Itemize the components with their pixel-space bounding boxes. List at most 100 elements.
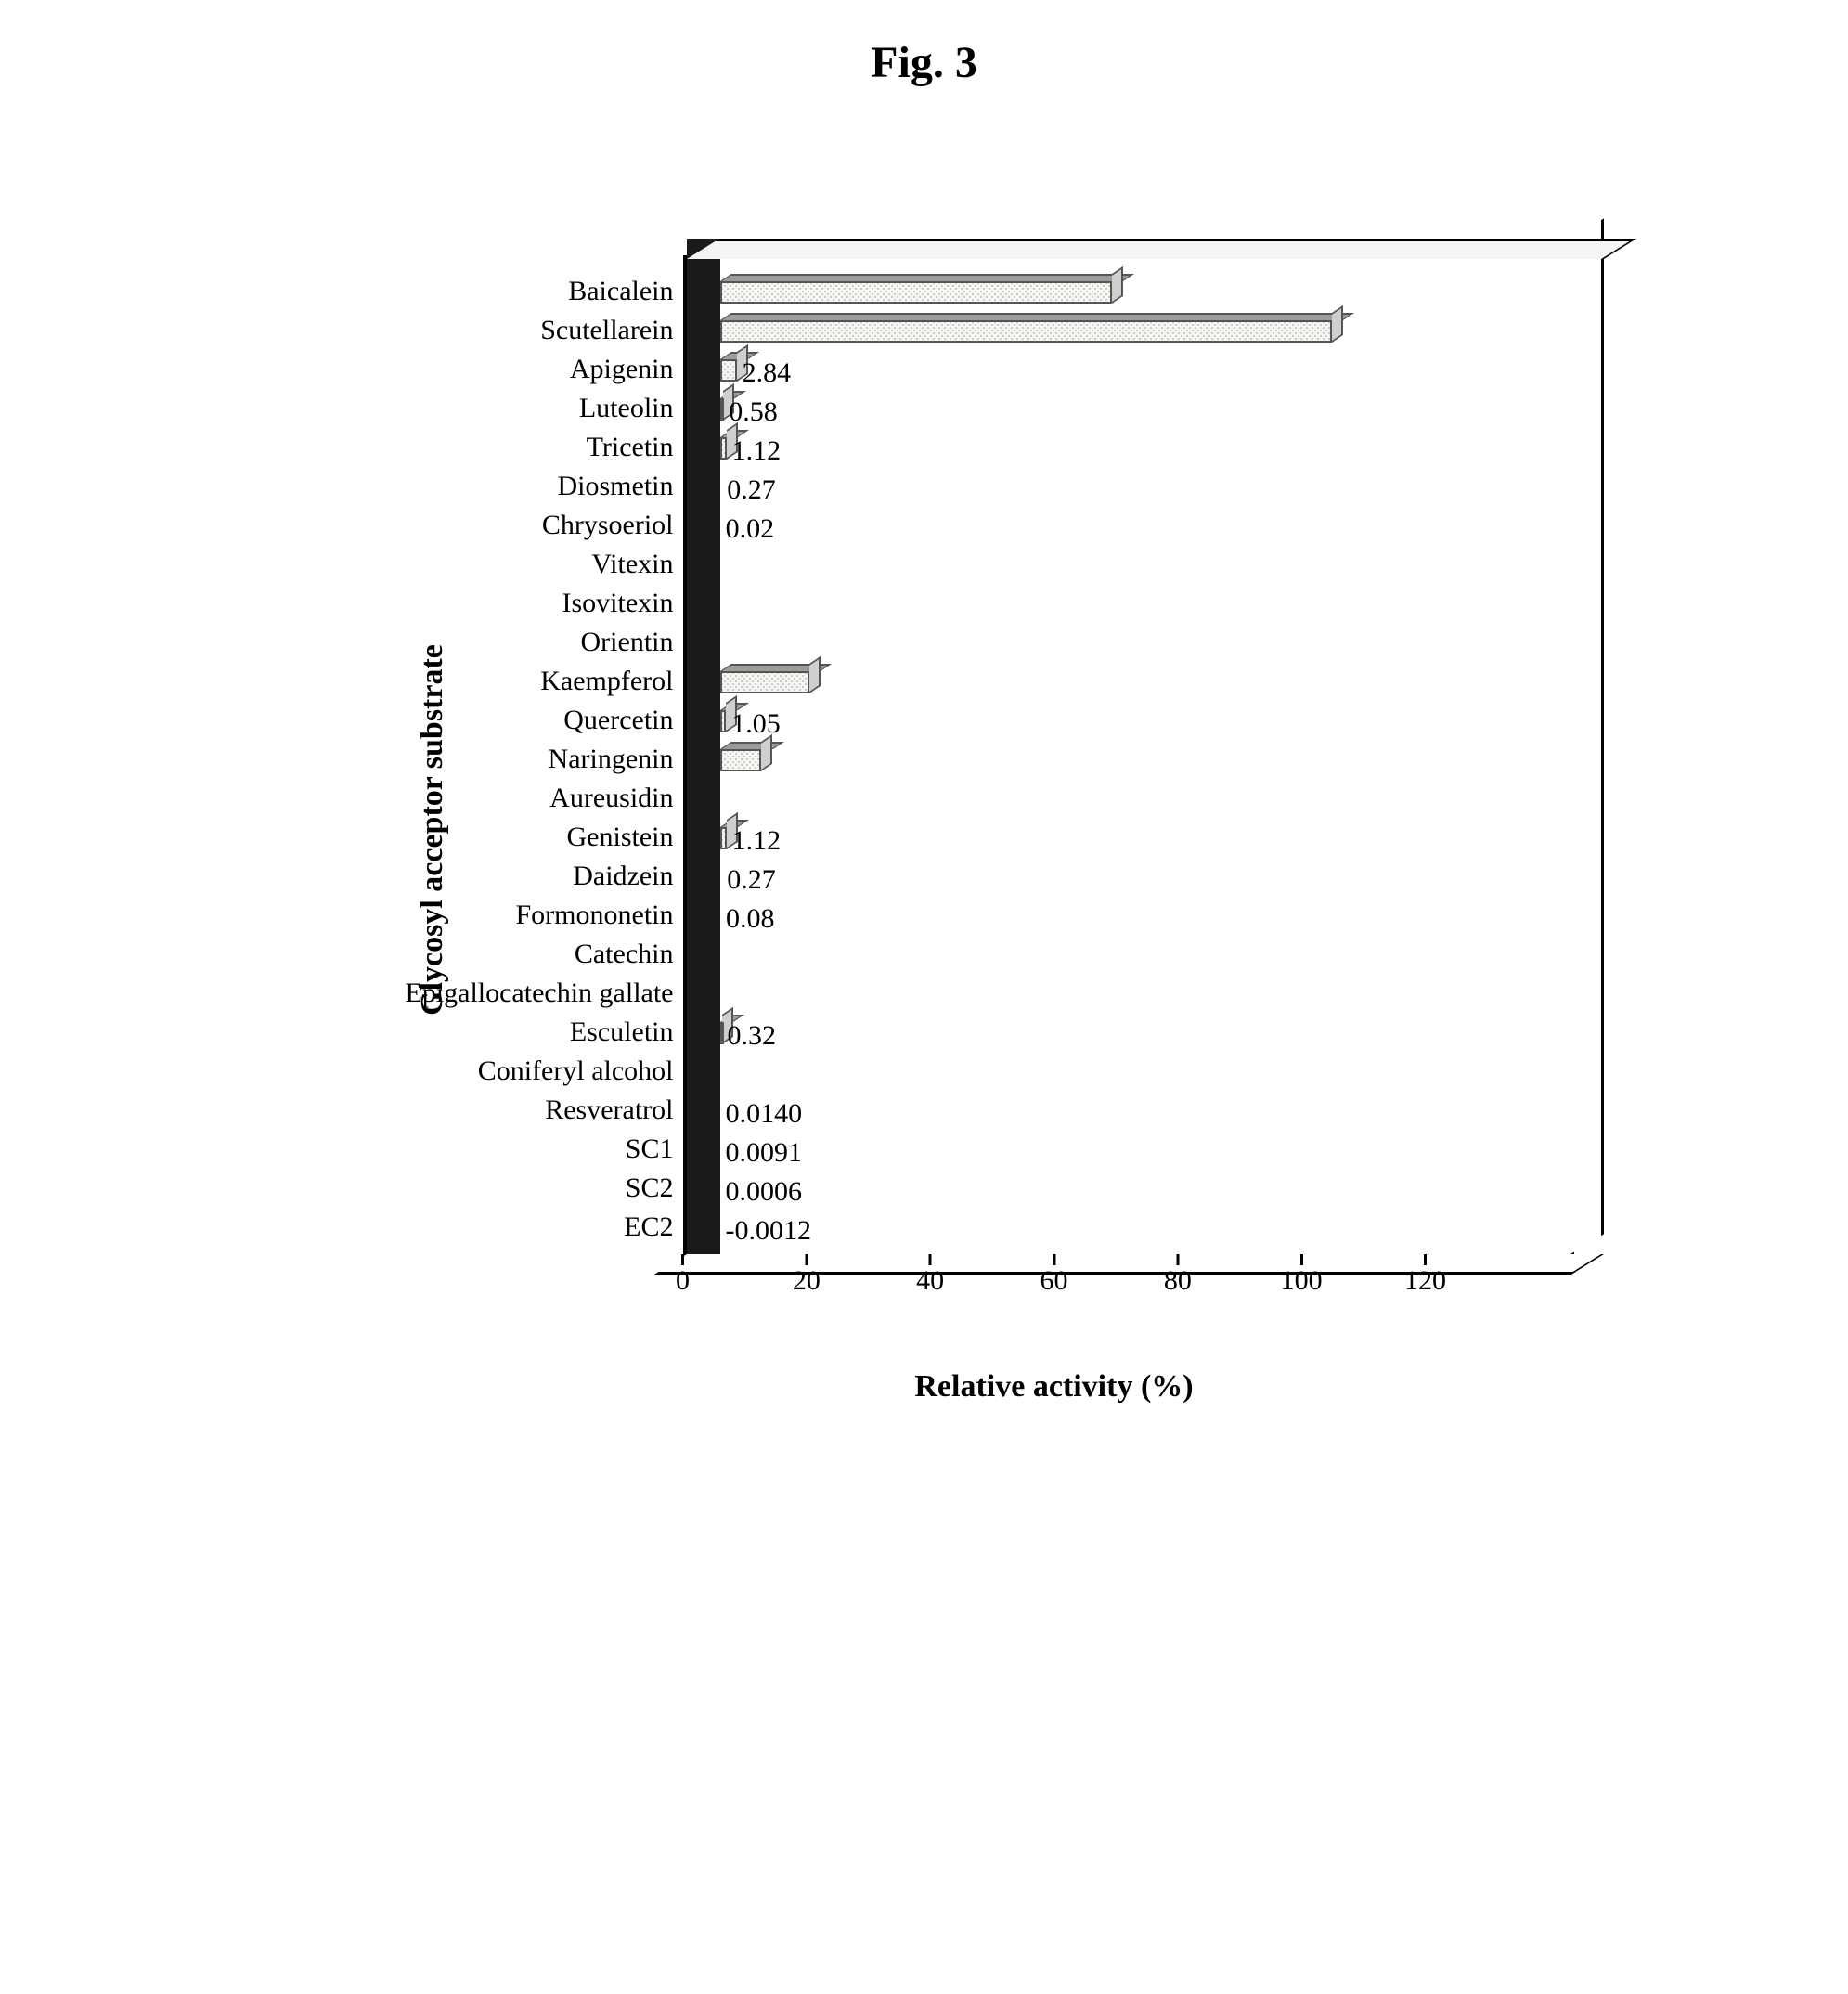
panel-side — [1570, 218, 1604, 1254]
category-label: EC2 — [275, 1208, 674, 1247]
bar-value-label: 0.02 — [726, 510, 775, 549]
bar-face-front — [720, 671, 809, 693]
bar-face-top — [720, 274, 1134, 281]
bar-face-side — [1112, 266, 1123, 304]
bar-value-label: 0.27 — [727, 861, 776, 900]
bar-value-label: 0.0140 — [726, 1094, 803, 1133]
x-tick: 120 — [1404, 1265, 1446, 1297]
x-tick-mark — [1424, 1254, 1427, 1265]
category-label: Esculetin — [275, 1013, 674, 1052]
bars-container: 2.840.581.120.270.021.051.120.270.080.32… — [687, 259, 1570, 1254]
category-label: Formononetin — [275, 896, 674, 935]
category-label: Scutellarein — [275, 311, 674, 350]
bar-row — [687, 939, 1570, 978]
x-tick-label: 40 — [916, 1265, 944, 1297]
bar-row: 1.12 — [687, 432, 1570, 471]
x-tick-label: 100 — [1281, 1265, 1323, 1297]
bar-row: -0.0012 — [687, 1211, 1570, 1250]
bar-face-front — [720, 398, 724, 421]
bar-face-front — [720, 749, 762, 771]
category-label: Diosmetin — [275, 467, 674, 506]
bar-face-front — [720, 281, 1112, 304]
bar — [720, 320, 1332, 343]
category-label: Isovitexin — [275, 584, 674, 623]
bar-face-side — [1332, 305, 1343, 343]
bar-face-front — [720, 1022, 724, 1044]
category-label: Luteolin — [275, 389, 674, 428]
bar-face-front — [720, 359, 737, 382]
x-tick: 100 — [1281, 1265, 1323, 1297]
category-label: Orientin — [275, 623, 674, 662]
category-label: Daidzein — [275, 857, 674, 896]
x-tick-mark — [1176, 1254, 1179, 1265]
bar — [720, 281, 1112, 304]
category-label: SC1 — [275, 1130, 674, 1169]
bar-row — [687, 549, 1570, 588]
x-tick-label: 120 — [1404, 1265, 1446, 1297]
plot-row: BaicaleinScutellareinApigeninLuteolinTri… — [275, 255, 1574, 1258]
bar-value-label: 0.0006 — [726, 1172, 803, 1211]
category-labels: BaicaleinScutellareinApigeninLuteolinTri… — [275, 255, 683, 1247]
bar-row — [687, 315, 1570, 354]
bar-value-label: -0.0012 — [726, 1211, 812, 1250]
x-axis-title: Relative activity (%) — [535, 1369, 1574, 1405]
bar-row: 0.27 — [687, 471, 1570, 510]
x-tick: 80 — [1164, 1265, 1192, 1297]
x-tick: 40 — [916, 1265, 944, 1297]
bar-row — [687, 666, 1570, 705]
bar — [720, 359, 737, 382]
x-tick: 0 — [676, 1265, 690, 1297]
bar — [720, 437, 727, 460]
category-label: Tricetin — [275, 428, 674, 467]
bar-face-front — [720, 827, 727, 849]
x-tick: 20 — [793, 1265, 821, 1297]
bar-value-label: 0.0091 — [726, 1133, 803, 1172]
bar-row — [687, 978, 1570, 1016]
chart: Glycosyl acceptor substrate BaicaleinScu… — [275, 255, 1574, 1405]
category-label: Apigenin — [275, 350, 674, 389]
bar-row — [687, 783, 1570, 822]
figure-title: Fig. 3 — [19, 37, 1829, 88]
plot-area: 2.840.581.120.270.021.051.120.270.080.32… — [683, 255, 1574, 1258]
panel-top — [687, 239, 1636, 259]
category-label: Naringenin — [275, 740, 674, 779]
x-tick-label: 20 — [793, 1265, 821, 1297]
category-label: Catechin — [275, 935, 674, 974]
category-label: Coniferyl alcohol — [275, 1052, 674, 1091]
y-axis-title: Glycosyl acceptor substrate — [414, 644, 449, 1016]
bar-row: 0.27 — [687, 861, 1570, 900]
bar-row: 0.0140 — [687, 1094, 1570, 1133]
bar-row: 0.02 — [687, 510, 1570, 549]
bar-row: 0.32 — [687, 1016, 1570, 1055]
bar-row — [687, 1055, 1570, 1094]
bar-face-front — [720, 437, 727, 460]
x-tick-mark — [805, 1254, 808, 1265]
bar-value-label: 1.05 — [731, 705, 781, 744]
bar-row: 0.58 — [687, 393, 1570, 432]
bar-row — [687, 276, 1570, 315]
bar-face-front — [720, 320, 1332, 343]
bar-row: 0.0006 — [687, 1172, 1570, 1211]
bar-row: 1.05 — [687, 705, 1570, 744]
bar-value-label: 0.08 — [726, 900, 775, 939]
bar-row — [687, 588, 1570, 627]
category-label: Vitexin — [275, 545, 674, 584]
x-tick-mark — [681, 1254, 684, 1265]
x-tick-mark — [1053, 1254, 1055, 1265]
bar-value-label: 0.27 — [727, 471, 776, 510]
bar-value-label: 0.32 — [728, 1016, 777, 1055]
bar — [720, 749, 762, 771]
bar-face-top — [720, 313, 1354, 320]
bar-row: 0.08 — [687, 900, 1570, 939]
x-tick-mark — [929, 1254, 932, 1265]
bar — [720, 1022, 722, 1044]
bar — [720, 710, 727, 732]
x-axis-ticks: 020406080100120 — [683, 1258, 1518, 1304]
bar — [720, 398, 724, 421]
x-tick-label: 0 — [676, 1265, 690, 1297]
category-label: Baicalein — [275, 272, 674, 311]
bar-face-front — [720, 710, 727, 732]
x-tick-label: 80 — [1164, 1265, 1192, 1297]
category-label: Genistein — [275, 818, 674, 857]
bar — [720, 671, 809, 693]
